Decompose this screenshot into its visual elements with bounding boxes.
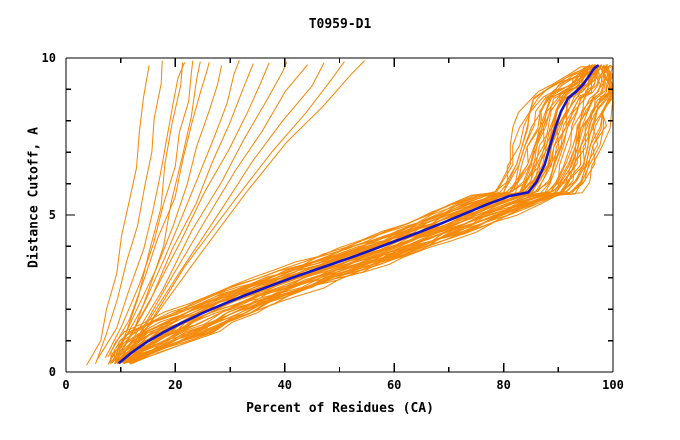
model-curve <box>117 65 600 365</box>
model-curve <box>116 65 596 364</box>
model-curve <box>108 66 586 363</box>
model-curve <box>136 61 345 345</box>
x-tick-label: 100 <box>602 378 624 392</box>
x-tick-label: 80 <box>496 378 511 392</box>
y-tick-label: 0 <box>48 365 56 379</box>
x-tick-label: 40 <box>277 378 293 392</box>
model-curve <box>104 60 194 359</box>
model-curve <box>115 59 240 355</box>
model-curve <box>120 62 270 352</box>
model-curve <box>118 64 599 362</box>
model-curve <box>131 64 613 363</box>
model-curve <box>130 65 613 362</box>
x-tick-label: 0 <box>62 378 70 392</box>
plot-canvas <box>86 59 613 366</box>
model-curve <box>130 64 613 365</box>
x-tick-label: 60 <box>386 378 402 392</box>
model-curve <box>130 64 309 349</box>
model-curve <box>109 65 590 364</box>
model-curve <box>111 64 596 364</box>
x-axis-label: Percent of Residues (CA) <box>246 401 434 416</box>
model-curve <box>86 65 150 366</box>
model-curve <box>125 65 612 363</box>
model-curve <box>113 61 201 364</box>
model-curve <box>107 62 184 365</box>
y-axis-label: Distance Cutoff, A <box>26 127 42 268</box>
model-curve <box>129 67 609 365</box>
model-curve <box>136 60 366 342</box>
model-curve-group <box>86 59 613 366</box>
reference-curve <box>118 64 599 364</box>
model-curve <box>96 62 186 360</box>
x-tick-label: 20 <box>168 378 183 392</box>
model-curve <box>115 65 223 356</box>
plot-area <box>66 58 613 372</box>
y-tick-label: 10 <box>41 51 56 65</box>
y-tick-label: 5 <box>48 208 56 222</box>
model-curve <box>107 62 210 358</box>
model-curve <box>126 64 613 364</box>
model-curve <box>115 65 597 363</box>
model-curve <box>94 60 163 365</box>
model-curve <box>109 64 591 364</box>
model-curve <box>132 65 613 364</box>
model-curve <box>131 62 325 348</box>
page-title: T0959-D1 <box>308 17 372 32</box>
model-curve <box>125 61 288 351</box>
